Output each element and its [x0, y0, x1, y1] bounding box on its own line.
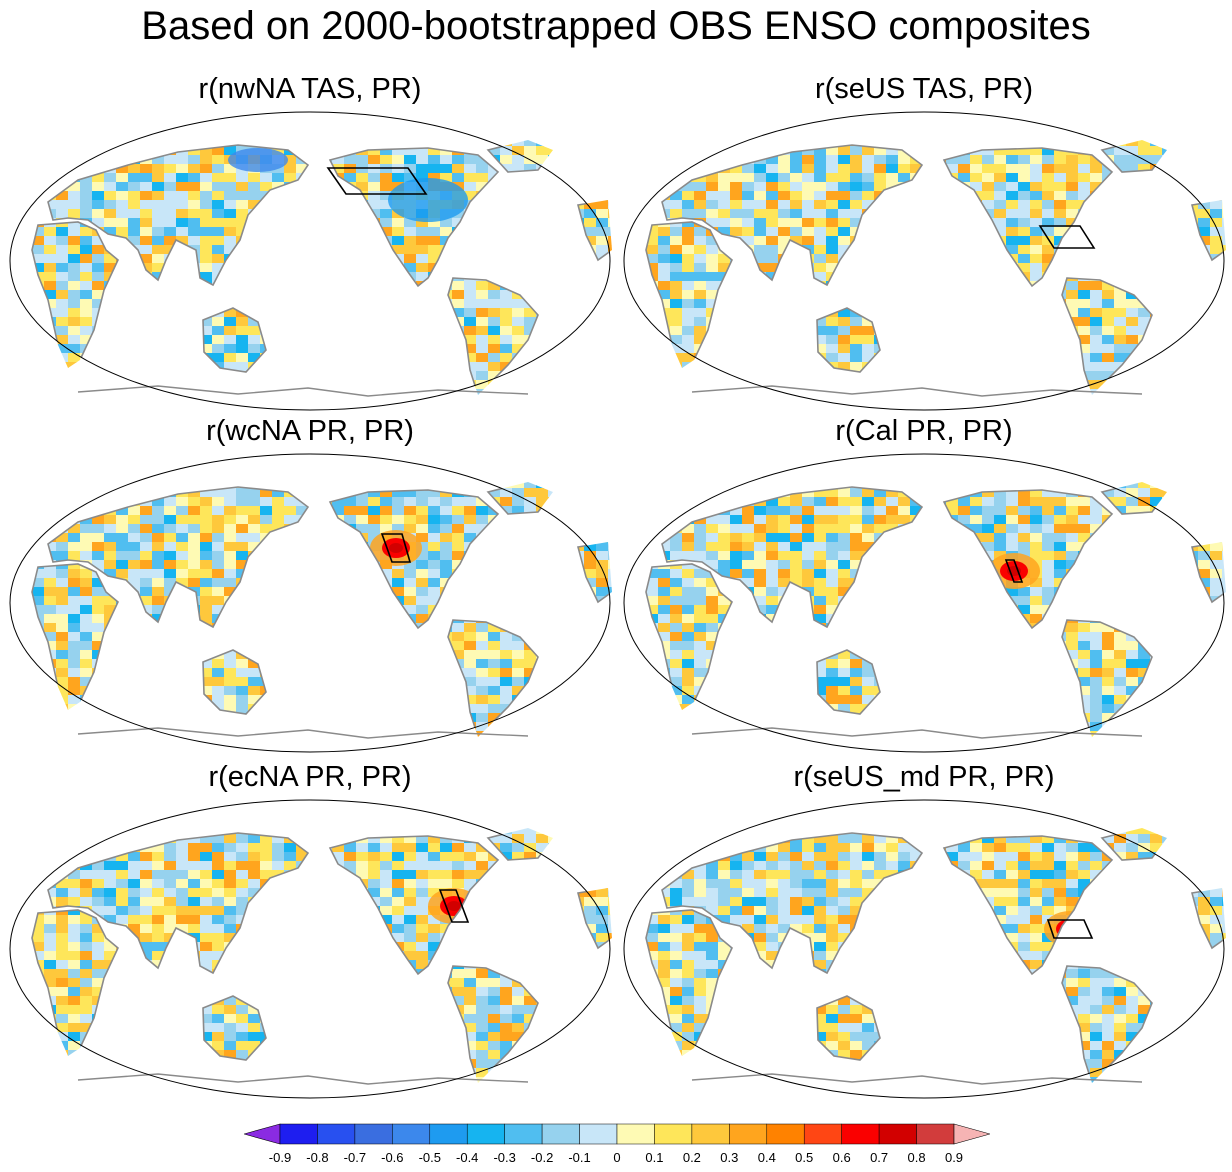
world-map [9, 111, 612, 411]
colorbar-tick-label: 0.4 [757, 1150, 776, 1165]
colorbar-bar [244, 1123, 990, 1145]
colorbar-tick-label: -0.2 [530, 1150, 554, 1165]
map-panel-nwna: r(nwNA TAS, PR) [8, 72, 612, 417]
panel-title: r(seUS TAS, PR) [814, 73, 1034, 105]
colorbar-tick-label: 0.5 [795, 1150, 814, 1165]
colorbar-tick-label: 0.7 [870, 1150, 889, 1165]
figure-title: Based on 2000-bootstrapped OBS ENSO comp… [141, 4, 1091, 48]
colorbar-tick-label: 0.3 [720, 1150, 739, 1165]
colorbar-tick-label: -0.9 [268, 1150, 292, 1165]
world-map [623, 453, 1226, 753]
panel-title: r(ecNA PR, PR) [208, 761, 412, 793]
colorbar-tick-label: -0.5 [418, 1150, 441, 1165]
map-panel-cal: r(Cal PR, PR) [622, 414, 1226, 759]
colorbar-tick-label: -0.8 [306, 1150, 329, 1165]
colorbar-tick-label: -0.6 [381, 1150, 404, 1165]
panel-title: r(Cal PR, PR) [835, 415, 1013, 447]
world-map [623, 111, 1226, 411]
world-map [623, 799, 1226, 1099]
colorbar-tick-label: 0 [613, 1150, 621, 1165]
colorbar-tick-label: -0.7 [343, 1150, 367, 1165]
colorbar-tick-label: 0.9 [944, 1150, 964, 1165]
panel-title: r(wcNA PR, PR) [206, 415, 414, 447]
colorbar-tick-label: 0.8 [907, 1150, 926, 1165]
map-panel-ecna: r(ecNA PR, PR) [8, 760, 612, 1105]
map-panel-wcna: r(wcNA PR, PR) [8, 414, 612, 759]
world-map [9, 453, 612, 753]
colorbar-tick-label: 0.2 [682, 1150, 701, 1165]
colorbar-tick-label: -0.4 [456, 1150, 479, 1165]
map-panel-seus-md: r(seUS_md PR, PR) [622, 760, 1226, 1105]
colorbar-tick-label: -0.1 [568, 1150, 591, 1165]
panel-title: r(nwNA TAS, PR) [198, 73, 422, 105]
colorbar-tick-label: 0.1 [645, 1150, 664, 1165]
map-panel-seus: r(seUS TAS, PR) [622, 72, 1226, 417]
world-map [9, 799, 612, 1099]
colorbar-tick-label: 0.6 [832, 1150, 851, 1165]
colorbar: -0.9 -0.8 -0.7 -0.6 -0.5 -0.4 -0.3 -0.2 -0.1 0 0.1… [244, 1122, 990, 1172]
panel-title: r(seUS_md PR, PR) [793, 761, 1055, 793]
colorbar-tick-label: -0.3 [493, 1150, 516, 1165]
